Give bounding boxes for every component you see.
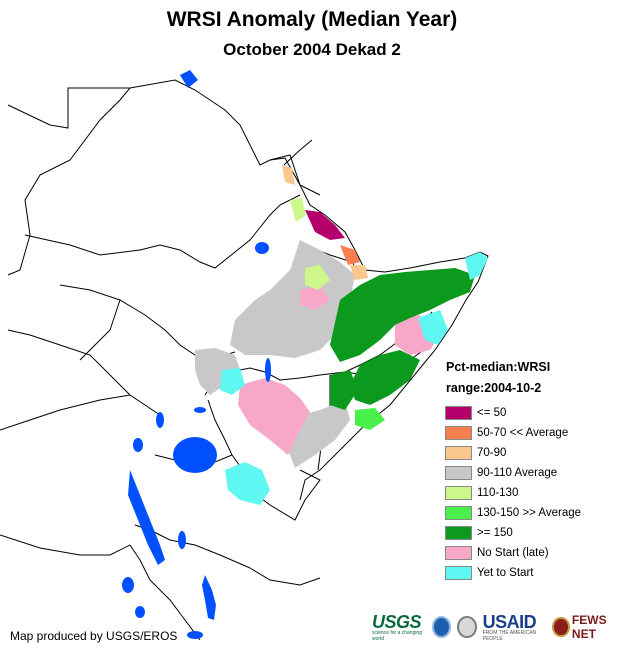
lake-rukwa: [178, 531, 186, 549]
lake-kivu: [133, 438, 143, 452]
legend-heading-line2: range:2004-10-2: [446, 381, 542, 395]
lake-albert: [156, 412, 164, 428]
legend-label: 130-150 >> Average: [477, 507, 582, 519]
water-bodies: [122, 70, 271, 639]
legend-swatch: [445, 486, 472, 500]
region-110-130-north: [290, 198, 306, 222]
usgs-logo-text: USGS: [372, 612, 422, 632]
legend-item: 90-110 Average: [445, 463, 581, 483]
legend-swatch: [445, 406, 472, 420]
legend-item: 110-130: [445, 483, 581, 503]
region-no-start-kenya: [238, 378, 310, 455]
legend-label: 90-110 Average: [477, 467, 558, 479]
legend-item: 130-150 >> Average: [445, 503, 581, 523]
legend-swatch: [445, 426, 472, 440]
seal-logo-icon: [457, 616, 477, 638]
region-130-150: [355, 408, 385, 430]
lake-mweru: [122, 577, 134, 593]
legend: <= 50 50-70 << Average 70-90 90-110 Average…: [445, 403, 581, 583]
legend-label: <= 50: [477, 407, 507, 419]
logo-bar: USGS science for a changing world USAID …: [372, 612, 624, 642]
lake-kyoga: [194, 407, 206, 413]
legend-label: >= 150: [477, 527, 513, 539]
usgs-logo: USGS science for a changing world: [372, 612, 426, 642]
region-70-90: [282, 165, 295, 185]
lake-nasser: [180, 70, 198, 88]
legend-label: No Start (late): [477, 547, 549, 559]
fews-net-logo: FEWS NET: [552, 613, 624, 641]
legend-swatch: [445, 566, 472, 580]
map-subtitle: October 2004 Dekad 2: [223, 40, 401, 59]
region-yet-to-start-south: [225, 462, 270, 505]
region-no-start-north: [300, 285, 330, 310]
fews-net-logo-text: FEWS NET: [571, 613, 607, 641]
map-title: WRSI Anomaly (Median Year): [166, 8, 458, 31]
region-average-ethiopia: [230, 240, 355, 358]
lake-victoria: [173, 437, 217, 473]
legend-label: 70-90: [477, 447, 507, 459]
region-yet-to-start-somalia: [418, 310, 448, 345]
legend-swatch: [445, 546, 472, 560]
legend-label: Yet to Start: [477, 567, 534, 579]
region-50-70-eritrea: [340, 245, 360, 265]
region-above-150-east: [330, 370, 358, 410]
region-above-150-somalia: [330, 268, 475, 362]
lake-bangweulu: [135, 606, 145, 618]
usaid-logo: USAID FROM THE AMERICAN PEOPLE: [483, 612, 547, 642]
legend-item: >= 150: [445, 523, 581, 543]
legend-item: <= 50: [445, 403, 581, 423]
region-above-150-south: [350, 350, 420, 405]
lake-turkana: [265, 358, 271, 382]
legend-swatch: [445, 446, 472, 460]
usaid-tagline: FROM THE AMERICAN PEOPLE: [482, 630, 537, 642]
region-70-90-djibouti: [350, 265, 368, 280]
legend-swatch: [445, 506, 472, 520]
noaa-logo-icon: [431, 616, 452, 638]
region-110-130: [305, 265, 330, 290]
legend-item: Yet to Start: [445, 563, 581, 583]
legend-item: 70-90: [445, 443, 581, 463]
map-credit: Map produced by USGS/EROS: [10, 629, 178, 643]
lake-malawi: [202, 575, 216, 620]
usgs-tagline: science for a changing world: [372, 630, 423, 642]
legend-item: 50-70 << Average: [445, 423, 581, 443]
legend-label: 50-70 << Average: [477, 427, 569, 439]
legend-label: 110-130: [477, 487, 519, 499]
legend-swatch: [445, 526, 472, 540]
fews-globe-icon: [552, 617, 570, 637]
region-average-west: [195, 348, 240, 395]
legend-item: No Start (late): [445, 543, 581, 563]
lake-tana: [255, 242, 269, 254]
region-yet-to-start-west: [220, 368, 245, 395]
usaid-logo-text: USAID: [482, 612, 537, 632]
legend-swatch: [445, 466, 472, 480]
region-below-50-eritrea: [305, 210, 345, 240]
lake-tanganyika: [128, 470, 165, 565]
region-yet-to-start-tip: [465, 252, 488, 280]
legend-heading-line1: Pct-median:WRSI: [446, 360, 551, 374]
lake-kariba: [187, 631, 203, 639]
